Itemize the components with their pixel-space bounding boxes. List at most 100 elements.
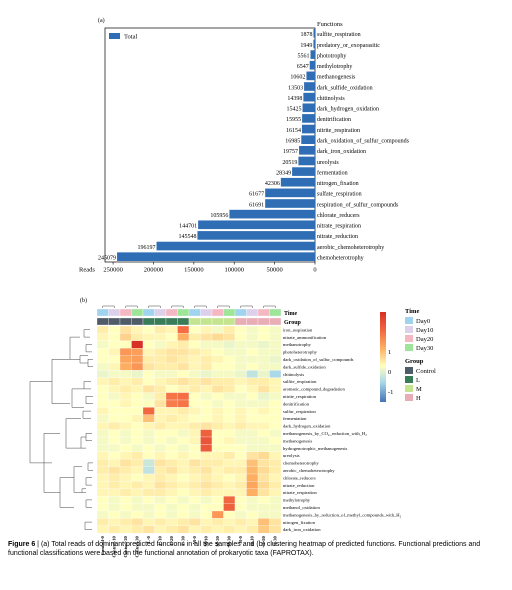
- column-dendrogram: [102, 305, 276, 308]
- heatmap-cell: [223, 466, 236, 475]
- time-annotation-M-30: [223, 308, 236, 317]
- heatmap-cell: [177, 370, 190, 378]
- heatmap-cell: [234, 488, 247, 497]
- heatmap-cell: [200, 370, 213, 378]
- row-label-17: ureolysis: [283, 453, 300, 458]
- heatmap-cell: [96, 496, 109, 504]
- heatmap-cell: [200, 444, 213, 452]
- heatmap-cell: [211, 451, 224, 460]
- heatmap-cell: [131, 399, 144, 408]
- heatmap-cell: [177, 496, 190, 504]
- heatmap-cell: [211, 518, 224, 526]
- category-label-dark_sulfide_oxidation: dark_sulfide_oxidation: [317, 84, 373, 91]
- heatmap-cell: [96, 377, 109, 386]
- heatmap-cell: [188, 385, 201, 393]
- heatmap-cell: [154, 473, 167, 482]
- time-legend-label-Day10: Day10: [416, 327, 433, 334]
- category-label-methanogenesis: methanogenesis: [317, 75, 356, 81]
- data-label-dark_hydrogen_oxidation: 15425: [287, 107, 302, 113]
- heatmap-cell: [223, 429, 236, 438]
- heatmap-cell: [96, 385, 109, 393]
- heatmap-cell: [246, 385, 259, 393]
- heatmap-cell: [234, 392, 247, 401]
- heatmap-cell: [211, 429, 224, 438]
- category-label-sulfate_respiration: sulfate_respiration: [317, 191, 362, 198]
- heatmap-cell: [200, 355, 213, 364]
- heatmap-cell: [211, 362, 224, 371]
- bar-dark_hydrogen_oxidation: [302, 103, 315, 113]
- dendrogram-branch: [81, 488, 86, 493]
- heatmap-cell: [177, 325, 190, 334]
- data-label-respiration_of_sulfur_compounds: 61691: [249, 202, 264, 208]
- x-tick-label-150000: 150000: [184, 267, 204, 274]
- heatmap-cell: [257, 436, 270, 445]
- heatmap-cell: [188, 340, 201, 349]
- heatmap-cell: [96, 451, 109, 460]
- heatmap-cell: [131, 355, 144, 364]
- heatmap-cell: [246, 503, 259, 512]
- bar-chitinolysis: [303, 92, 315, 102]
- heatmap-cell: [246, 451, 259, 460]
- heatmap-cell: [223, 377, 236, 386]
- column-label-M-20: M-20: [215, 536, 220, 547]
- heatmap-cell: [246, 473, 259, 482]
- categories-header: Functions: [317, 21, 343, 28]
- group-annotation-Control-20: [119, 317, 132, 326]
- heatmap-cell: [96, 399, 109, 408]
- heatmap-cell: [188, 429, 201, 438]
- heatmap-cell: [246, 414, 259, 423]
- heatmap-cell: [234, 362, 247, 371]
- dendrogram-branch: [85, 396, 93, 404]
- heatmap-cell: [257, 333, 270, 341]
- heatmap-cell: [200, 422, 213, 430]
- time-annotation-H-20: [257, 308, 270, 317]
- group-annotation-H-20: [257, 317, 270, 326]
- heatmap-cell: [165, 510, 178, 519]
- group-annotation-M-10: [200, 317, 213, 326]
- legend-swatch: [109, 33, 120, 39]
- heatmap-cell: [165, 518, 178, 526]
- bar-chart: Total Functions 1878 sulfite_respiration 194…: [79, 21, 410, 274]
- row-label-12: fermentation: [283, 416, 307, 421]
- heatmap-cell: [211, 496, 224, 504]
- heatmap-cell: [257, 503, 270, 512]
- dendrogram-branch: [65, 418, 81, 449]
- heatmap-cell: [223, 348, 236, 356]
- heatmap-cell: [165, 340, 178, 349]
- row-label-10: denitrification: [283, 401, 310, 406]
- heatmap: TimeGroupiron_respirationnitrate_ammonif…: [29, 305, 436, 558]
- heatmap-cell: [177, 466, 190, 475]
- heatmap-cell: [142, 414, 155, 423]
- group-legend-title: Group: [405, 358, 424, 365]
- row-label-13: dark_hydrogen_oxidation: [283, 424, 331, 429]
- heatmap-cell: [108, 325, 121, 334]
- data-label-sulfate_respiration: 61677: [249, 192, 264, 198]
- heatmap-cell: [142, 510, 155, 519]
- heatmap-cell: [96, 481, 109, 489]
- time-legend-swatch-Day30: [405, 344, 413, 351]
- dendrogram-branch: [69, 336, 80, 360]
- heatmap-cell: [131, 392, 144, 401]
- heatmap-cell: [200, 466, 213, 475]
- bar-fermentation: [292, 167, 315, 176]
- bar-nitrogen_fixation: [280, 177, 315, 187]
- heatmap-cell: [96, 407, 109, 415]
- heatmap-cell: [177, 459, 190, 467]
- heatmap-cell: [177, 407, 190, 415]
- bar-respiration_of_sulfur_compounds: [265, 199, 315, 208]
- bar-aerobic_chemoheterotrophy: [156, 241, 315, 251]
- heatmap-cell: [165, 503, 178, 512]
- heatmap-cell: [200, 392, 213, 401]
- heatmap-cell: [200, 399, 213, 408]
- row-label-0: iron_respiration: [283, 327, 313, 332]
- category-label-dark_iron_oxidation: dark_iron_oxidation: [317, 149, 366, 155]
- caption-text: | (a) Total reads of dominant predicted …: [8, 541, 481, 558]
- heatmap-cell: [108, 451, 121, 460]
- heatmap-cell: [131, 429, 144, 438]
- heatmap-cell: [177, 414, 190, 423]
- time-annotation-H-10: [246, 308, 259, 317]
- heatmap-cell: [131, 340, 144, 349]
- heatmap-cell: [131, 473, 144, 482]
- group-legend-label-Control: Control: [416, 368, 436, 375]
- heatmap-cell: [257, 407, 270, 415]
